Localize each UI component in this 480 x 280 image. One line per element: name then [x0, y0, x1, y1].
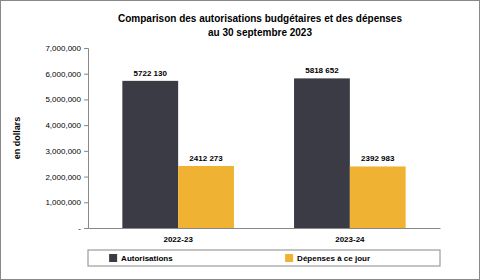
bars: [122, 78, 405, 228]
plot: - 1,000,000 2,000,000 3,000,000 4,000,000 5,0…: [45, 44, 440, 244]
legend-swatch: [109, 254, 117, 262]
y-tick-mark: [84, 74, 88, 75]
y-tick-label: 7,000,000: [45, 44, 81, 53]
data-labels: 5722 130 5818 652 2412 273 2392 983: [134, 66, 395, 163]
y-tick-label: 2,000,000: [45, 173, 81, 182]
y-tick: 5,000,000: [45, 95, 88, 104]
legend-label: Autorisations: [121, 254, 173, 263]
x-tick: 2022-23: [163, 228, 193, 244]
y-tick-mark: [84, 99, 88, 100]
chart: Comparison des autorisations budgétaires…: [0, 0, 480, 280]
bar: [122, 81, 178, 228]
y-tick-mark: [84, 228, 88, 229]
bar: [350, 166, 406, 228]
y-tick-mark: [84, 48, 88, 49]
x-tick: 2023-24: [335, 228, 365, 244]
y-tick: 1,000,000: [45, 198, 88, 207]
data-label: 2412 273: [189, 154, 223, 163]
subtitle: au 30 septembre 2023: [208, 27, 312, 38]
y-tick: 3,000,000: [45, 147, 88, 156]
bar: [178, 166, 234, 228]
title: Comparison des autorisations budgétaires…: [118, 13, 402, 24]
y-tick-label: 6,000,000: [45, 70, 81, 79]
y-axis-title: en dollars: [12, 117, 22, 160]
y-tick-mark: [84, 125, 88, 126]
y-tick-label: 1,000,000: [45, 198, 81, 207]
x-tick-label: 2023-24: [335, 235, 365, 244]
y-tick-label: 4,000,000: [45, 121, 81, 130]
y-tick-label: -: [78, 224, 81, 233]
x-axis-line: [89, 228, 441, 229]
chart-frame: [1, 1, 480, 280]
y-tick: -: [78, 224, 88, 233]
y-tick-label: 3,000,000: [45, 147, 81, 156]
y-tick-mark: [84, 151, 88, 152]
data-label: 5818 652: [305, 66, 339, 75]
y-tick: 7,000,000: [45, 44, 88, 53]
y-tick-label: 5,000,000: [45, 95, 81, 104]
data-label: 5722 130: [134, 69, 168, 78]
y-tick: 6,000,000: [45, 70, 88, 79]
data-label: 2392 983: [361, 154, 395, 163]
legend-frame: [88, 250, 440, 266]
legend-label: Dépenses à ce jour: [297, 254, 370, 263]
y-tick-mark: [84, 177, 88, 178]
y-axis-line: [84, 49, 89, 229]
y-axis: - 1,000,000 2,000,000 3,000,000 4,000,000 5,0…: [45, 44, 88, 233]
bar: [294, 78, 350, 228]
legend: Autorisations Dépenses à ce jour: [88, 250, 440, 266]
y-tick: 4,000,000: [45, 121, 88, 130]
x-axis: 2022-23 2023-24: [89, 228, 441, 244]
y-tick-mark: [84, 202, 88, 203]
x-tick-label: 2022-23: [163, 235, 193, 244]
y-tick: 2,000,000: [45, 173, 88, 182]
legend-swatch: [285, 254, 293, 262]
